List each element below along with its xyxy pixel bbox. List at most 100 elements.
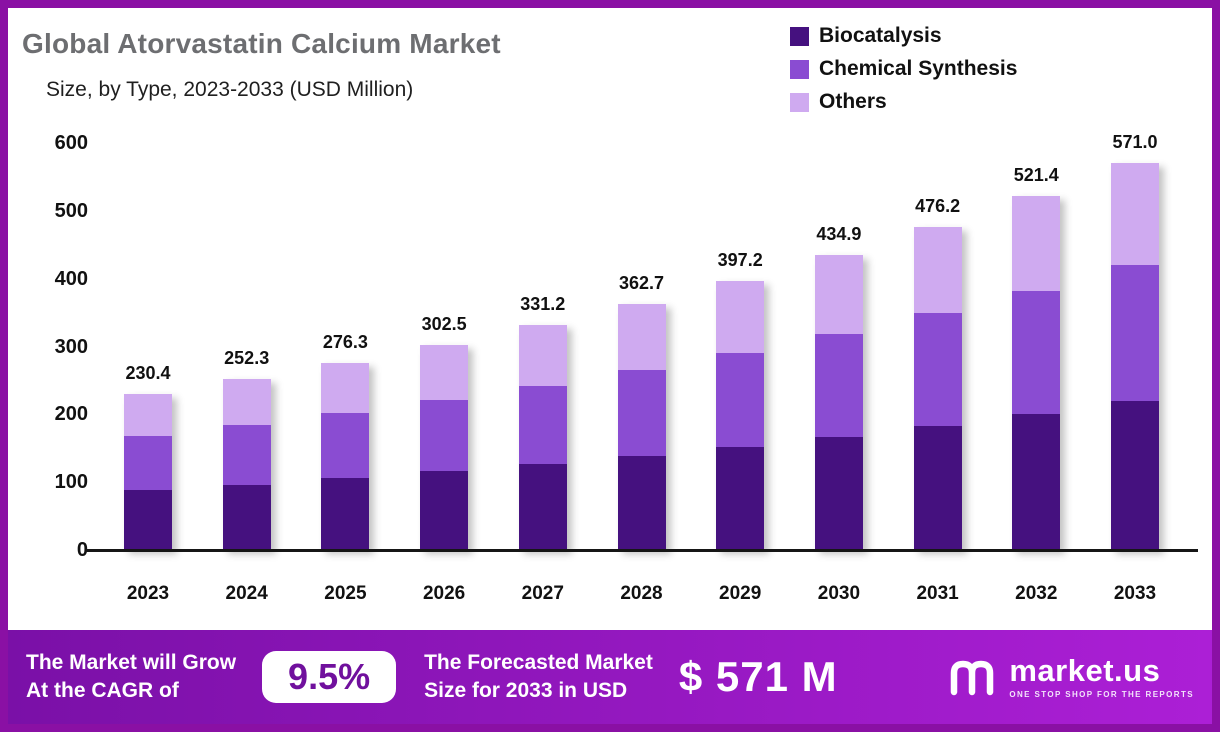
banner-forecast-text: The Forecasted Market Size for 2033 in U… (424, 649, 653, 704)
legend-swatch-biocatalysis (790, 26, 809, 46)
bar-2024 (222, 378, 271, 550)
x-tick-label-2032: 2032 (1015, 583, 1058, 604)
x-tick-label-2024: 2024 (225, 583, 268, 604)
bar-segment-others-2032 (1012, 196, 1061, 291)
banner-cagr-line2: At the CAGR of (26, 679, 179, 702)
bar-segment-chemical-synthesis-2023 (124, 436, 172, 491)
x-tick-label-2033: 2033 (1113, 583, 1157, 604)
y-tick-label-200: 200 (54, 403, 88, 426)
bar-2033 (1111, 162, 1159, 550)
brand: market.us ONE STOP SHOP FOR THE REPORTS (947, 654, 1194, 700)
bar-segment-biocatalysis-2026 (420, 471, 469, 550)
bar-2025 (321, 362, 370, 550)
legend-item-chemical-synthesis: Chemical Synthesis (790, 57, 1017, 81)
banner: The Market will Grow At the CAGR of 9.5%… (8, 630, 1212, 724)
bar-segment-chemical-synthesis-2032 (1012, 290, 1061, 415)
bar-total-label-2026: 302.5 (421, 313, 467, 334)
x-tick-label-2027: 2027 (521, 583, 564, 604)
bar-total-label-2030: 434.9 (816, 224, 862, 244)
bar-segment-biocatalysis-2024 (222, 484, 271, 550)
bar-group-2023: 230.4 (124, 143, 172, 550)
bar-2029 (716, 280, 765, 550)
bar-2026 (420, 344, 469, 550)
x-tick-label-2029: 2029 (719, 583, 762, 604)
bar-segment-others-2030 (814, 255, 863, 335)
brand-text-block: market.us ONE STOP SHOP FOR THE REPORTS (1009, 655, 1194, 699)
y-tick-label-500: 500 (54, 199, 88, 222)
bar-total-label-2025: 276.3 (322, 331, 368, 352)
x-tick-label-2031: 2031 (916, 583, 959, 604)
bar-segment-chemical-synthesis-2026 (420, 400, 469, 472)
bar-total-label-2023: 230.4 (125, 362, 171, 383)
legend-label: Others (819, 90, 887, 113)
brand-tagline: ONE STOP SHOP FOR THE REPORTS (1009, 689, 1194, 699)
bar-segment-biocatalysis-2031 (913, 425, 962, 550)
x-tick-label-2030: 2030 (817, 583, 861, 604)
bar-total-label-2031: 476.2 (915, 195, 961, 216)
y-tick-label-400: 400 (54, 267, 88, 290)
bar-segment-chemical-synthesis-2033 (1111, 265, 1159, 401)
bar-2027 (518, 325, 567, 550)
legend-label: Biocatalysis (819, 24, 942, 47)
bar-segment-others-2033 (1111, 162, 1159, 266)
bar-group-2029: 397.2 (716, 143, 765, 550)
chart-title: Global Atorvastatin Calcium Market (22, 28, 501, 59)
bar-segment-chemical-synthesis-2027 (518, 385, 567, 464)
x-tick-label-2026: 2026 (422, 583, 466, 604)
bar-segment-biocatalysis-2023 (124, 490, 172, 550)
banner-cagr-text: The Market will Grow At the CAGR of (26, 649, 236, 704)
bar-total-label-2024: 252.3 (224, 347, 270, 368)
legend-item-biocatalysis: Biocatalysis (790, 24, 1017, 48)
bar-total-label-2032: 521.4 (1013, 165, 1059, 186)
cagr-pill: 9.5% (262, 651, 397, 703)
chart-subtitle: Size, by Type, 2023-2033 (USD Million) (46, 78, 414, 101)
x-tick-label-2025: 2025 (324, 583, 367, 604)
y-tick-label-300: 300 (54, 335, 88, 358)
bar-segment-others-2028 (617, 303, 666, 371)
bar-segment-others-2023 (124, 393, 172, 437)
banner-forecast-line1: The Forecasted Market (424, 651, 653, 675)
y-tick-label-100: 100 (54, 471, 88, 494)
bar-group-2031: 476.2 (913, 143, 962, 550)
bar-total-label-2033: 571.0 (1112, 131, 1158, 152)
bar-segment-biocatalysis-2033 (1111, 400, 1159, 550)
bar-group-2025: 276.3 (321, 143, 370, 550)
bar-group-2033: 571.0 (1111, 132, 1159, 550)
bar-segment-chemical-synthesis-2028 (617, 370, 666, 456)
bar-segment-others-2031 (913, 226, 962, 314)
plot-area: 230.4 2023 252.3 2024 276.3 2025 302.5 2026 331.… (95, 132, 1195, 604)
bar-segment-chemical-synthesis-2031 (913, 313, 962, 426)
marketus-logo-icon (951, 660, 994, 696)
bar-total-label-2027: 331.2 (520, 294, 566, 315)
bar-2023 (124, 393, 172, 550)
legend-swatch-others (790, 92, 809, 112)
banner-cagr-line1: The Market will Grow (26, 651, 237, 675)
bar-2028 (617, 303, 666, 550)
bar-group-2026: 302.5 (420, 143, 469, 550)
cagr-value: 9.5% (288, 656, 371, 698)
bar-segment-chemical-synthesis-2030 (814, 334, 863, 437)
bar-segment-biocatalysis-2032 (1012, 414, 1061, 550)
bar-segment-chemical-synthesis-2029 (716, 353, 765, 447)
y-tick-label-600: 600 (54, 132, 88, 154)
legend-swatch-chemical-synthesis (790, 59, 809, 79)
bar-group-2027: 331.2 (518, 143, 567, 550)
bar-segment-chemical-synthesis-2025 (321, 413, 370, 479)
bar-total-label-2029: 397.2 (717, 249, 763, 270)
bar-segment-biocatalysis-2027 (518, 463, 567, 550)
x-tick-label-2023: 2023 (126, 583, 170, 604)
y-tick-label-0: 0 (76, 539, 88, 561)
bar-segment-others-2029 (716, 280, 765, 354)
banner-forecast-line2: Size for 2033 in USD (424, 679, 628, 702)
legend-item-others: Others (790, 90, 1017, 114)
brand-name: market.us (1009, 653, 1161, 689)
x-tick-label-2028: 2028 (620, 583, 663, 604)
bar-group-2032: 521.4 (1012, 143, 1061, 550)
bar-segment-chemical-synthesis-2024 (222, 425, 271, 485)
bar-2031 (913, 226, 962, 550)
bar-segment-biocatalysis-2028 (617, 455, 666, 550)
bar-segment-others-2027 (518, 325, 567, 386)
bar-total-label-2028: 362.7 (618, 272, 665, 293)
bar-segment-others-2025 (321, 362, 370, 413)
